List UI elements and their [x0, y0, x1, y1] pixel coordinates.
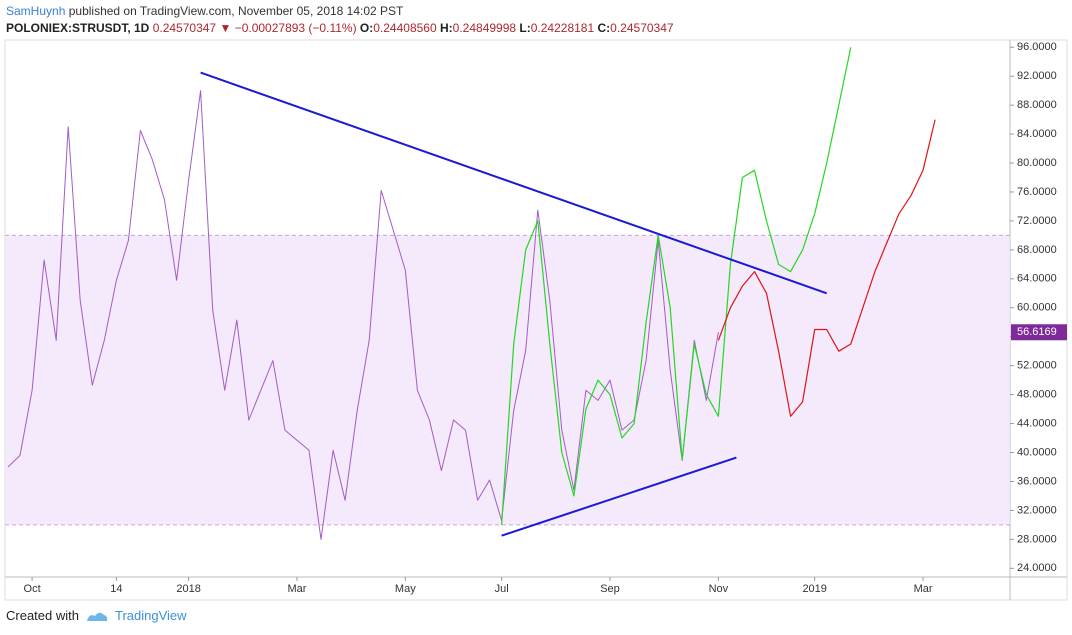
brand[interactable]: TradingView: [114, 608, 187, 623]
y-tick-label: 24.0000: [1017, 562, 1057, 574]
y-tick-label: 44.0000: [1017, 417, 1057, 429]
symbol-line: POLONIEX:STRUSDT, 1D 0.24570347 ▼ −0.000…: [6, 21, 674, 35]
y-tick-label: 48.0000: [1017, 389, 1057, 401]
header-line: SamHuynh published on TradingView.com, N…: [6, 4, 403, 18]
price: 0.24570347: [152, 21, 217, 35]
y-tick-label: 88.0000: [1017, 99, 1057, 111]
chart: 24.0000 28.0000 32.0000 36.0000 40.0000 44.00…: [4, 39, 1068, 601]
low-label: L:: [519, 21, 531, 35]
open: 0.24408560: [373, 21, 437, 35]
x-tick-label: 2019: [802, 583, 826, 595]
x-tick-label: 14: [110, 583, 122, 595]
y-tick-label: 60.0000: [1017, 302, 1057, 314]
high-label: H:: [440, 21, 453, 35]
last-value-label: 56.6169: [1017, 326, 1057, 338]
author[interactable]: SamHuynh: [6, 4, 66, 18]
x-tick-label: Mar: [287, 583, 306, 595]
series-line: [501, 47, 852, 525]
x-tick-label: 2018: [176, 583, 200, 595]
y-tick-label: 28.0000: [1017, 533, 1057, 545]
plot-area: [5, 47, 1010, 540]
series-line: [717, 119, 936, 417]
x-tick-label: Jul: [495, 583, 509, 595]
change: −0.00027893 (−0.11%): [234, 21, 357, 35]
y-tick-label: 84.0000: [1017, 128, 1057, 140]
published: published on TradingView.com, November 0…: [68, 4, 404, 18]
footer: Created with TradingView: [6, 608, 187, 623]
y-tick-label: 36.0000: [1017, 475, 1057, 487]
high: 0.24849998: [452, 21, 517, 35]
rsi-band: [5, 235, 1010, 525]
symbol: POLONIEX:STRUSDT, 1D: [6, 21, 150, 35]
created-with: Created with: [6, 608, 79, 623]
low: 0.24228181: [530, 21, 595, 35]
x-tick-label: Mar: [914, 583, 933, 595]
axes: 24.0000 28.0000 32.0000 36.0000 40.0000 44.00…: [24, 41, 1067, 595]
y-tick-label: 40.0000: [1017, 446, 1057, 458]
trendline: [200, 71, 828, 295]
trendline: [501, 456, 737, 537]
last-value-box: [1011, 324, 1067, 341]
y-tick-label: 52.0000: [1017, 360, 1057, 372]
x-tick-label: Sep: [600, 583, 620, 595]
y-tick-label: 76.0000: [1017, 186, 1057, 198]
close-label: C:: [597, 21, 611, 35]
open-label: O:: [359, 21, 374, 35]
close: 0.24570347: [610, 21, 674, 35]
y-tick-label: 64.0000: [1017, 273, 1057, 285]
x-tick-label: May: [395, 583, 416, 595]
x-tick-label: Oct: [24, 583, 41, 595]
arrow: ▼: [219, 21, 232, 35]
brand-logo[interactable]: [85, 609, 109, 623]
y-tick-label: 80.0000: [1017, 157, 1057, 169]
y-tick-label: 92.0000: [1017, 70, 1057, 82]
y-tick-label: 32.0000: [1017, 504, 1057, 516]
x-tick-label: Nov: [709, 583, 729, 595]
series-line: [7, 90, 719, 540]
y-tick-label: 96.0000: [1017, 41, 1057, 53]
y-tick-label: 72.0000: [1017, 215, 1057, 227]
y-tick-label: 68.0000: [1017, 244, 1057, 256]
